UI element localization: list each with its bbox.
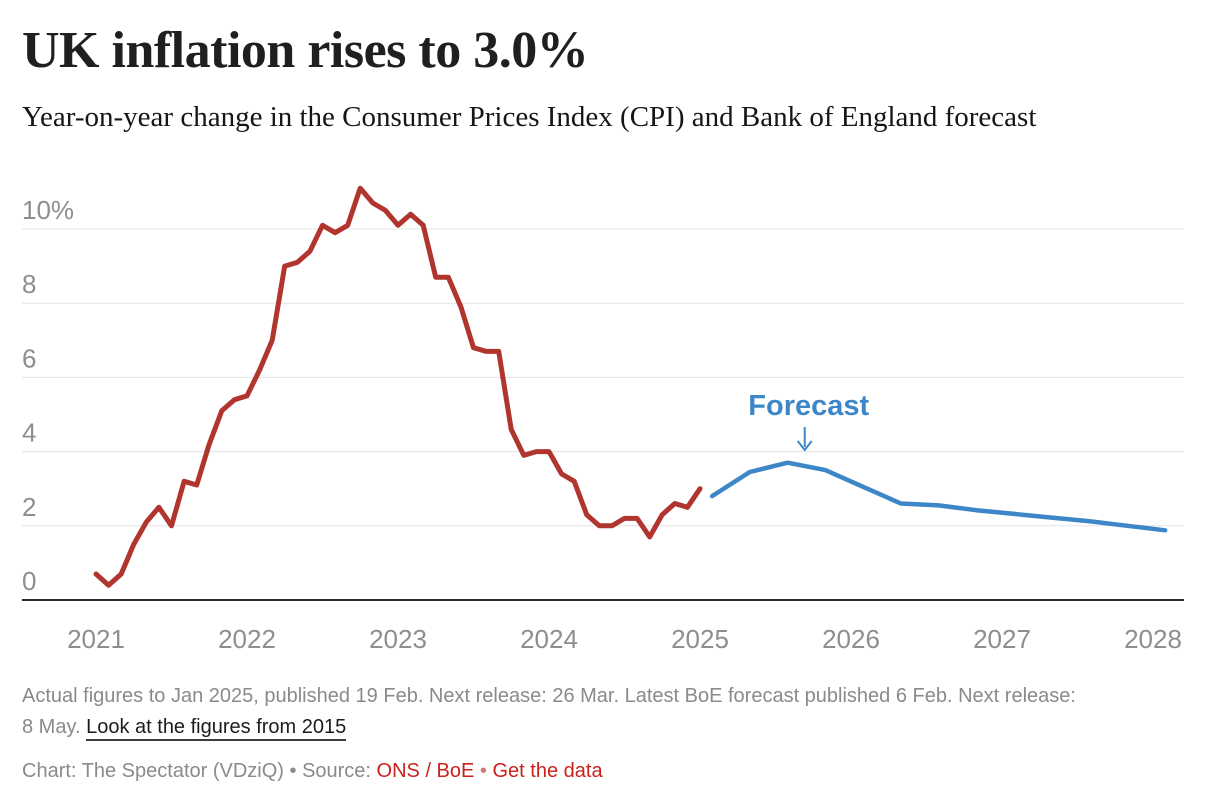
y-tick-label: 8	[22, 269, 36, 299]
get-the-data-link[interactable]: Get the data	[492, 760, 603, 782]
x-tick-label: 2028	[1124, 624, 1182, 654]
x-tick-label: 2025	[671, 624, 729, 654]
actual-series-line	[93, 185, 703, 588]
byline-separator-2: •	[474, 760, 493, 782]
inflation-chart: 0 2 4 6 8 10% 2021 2022 2023 2024 2025 2026 2027 2028…	[22, 185, 1184, 654]
forecast-series-line	[709, 460, 1168, 533]
x-tick-label: 2024	[520, 624, 578, 654]
x-tick-label: 2027	[973, 624, 1031, 654]
chart-subtitle: Year-on-year change in the Consumer Pric…	[22, 101, 1037, 133]
chart-title: UK inflation rises to 3.0%	[22, 22, 589, 79]
source-label: Source:	[302, 760, 377, 782]
chart-credit: Chart: The Spectator (VDziQ)	[22, 760, 290, 782]
y-tick-label: 10%	[22, 195, 74, 225]
footer-notes: Actual figures to Jan 2025, published 19…	[22, 681, 1092, 743]
x-tick-label: 2022	[218, 624, 276, 654]
source-link[interactable]: ONS / BoE	[376, 760, 475, 782]
figures-from-2015-link[interactable]: Look at the figures from 2015	[86, 716, 347, 741]
footer-note-text: Actual figures to Jan 2025, published 19…	[22, 685, 1076, 738]
y-tick-label: 2	[22, 492, 36, 522]
y-tick-label: 0	[22, 566, 36, 596]
footer-byline: Chart: The Spectator (VDziQ) • Source: O…	[22, 756, 1184, 787]
y-tick-label: 4	[22, 418, 36, 448]
y-tick-label: 6	[22, 343, 36, 373]
byline-separator: •	[289, 760, 303, 782]
x-tick-label: 2021	[67, 624, 125, 654]
x-tick-label: 2026	[822, 624, 880, 654]
forecast-annotation-label: Forecast	[748, 390, 869, 422]
chart-footer: Actual figures to Jan 2025, published 19…	[22, 681, 1184, 787]
x-tick-label: 2023	[369, 624, 427, 654]
forecast-annotation-arrowhead	[796, 440, 813, 452]
